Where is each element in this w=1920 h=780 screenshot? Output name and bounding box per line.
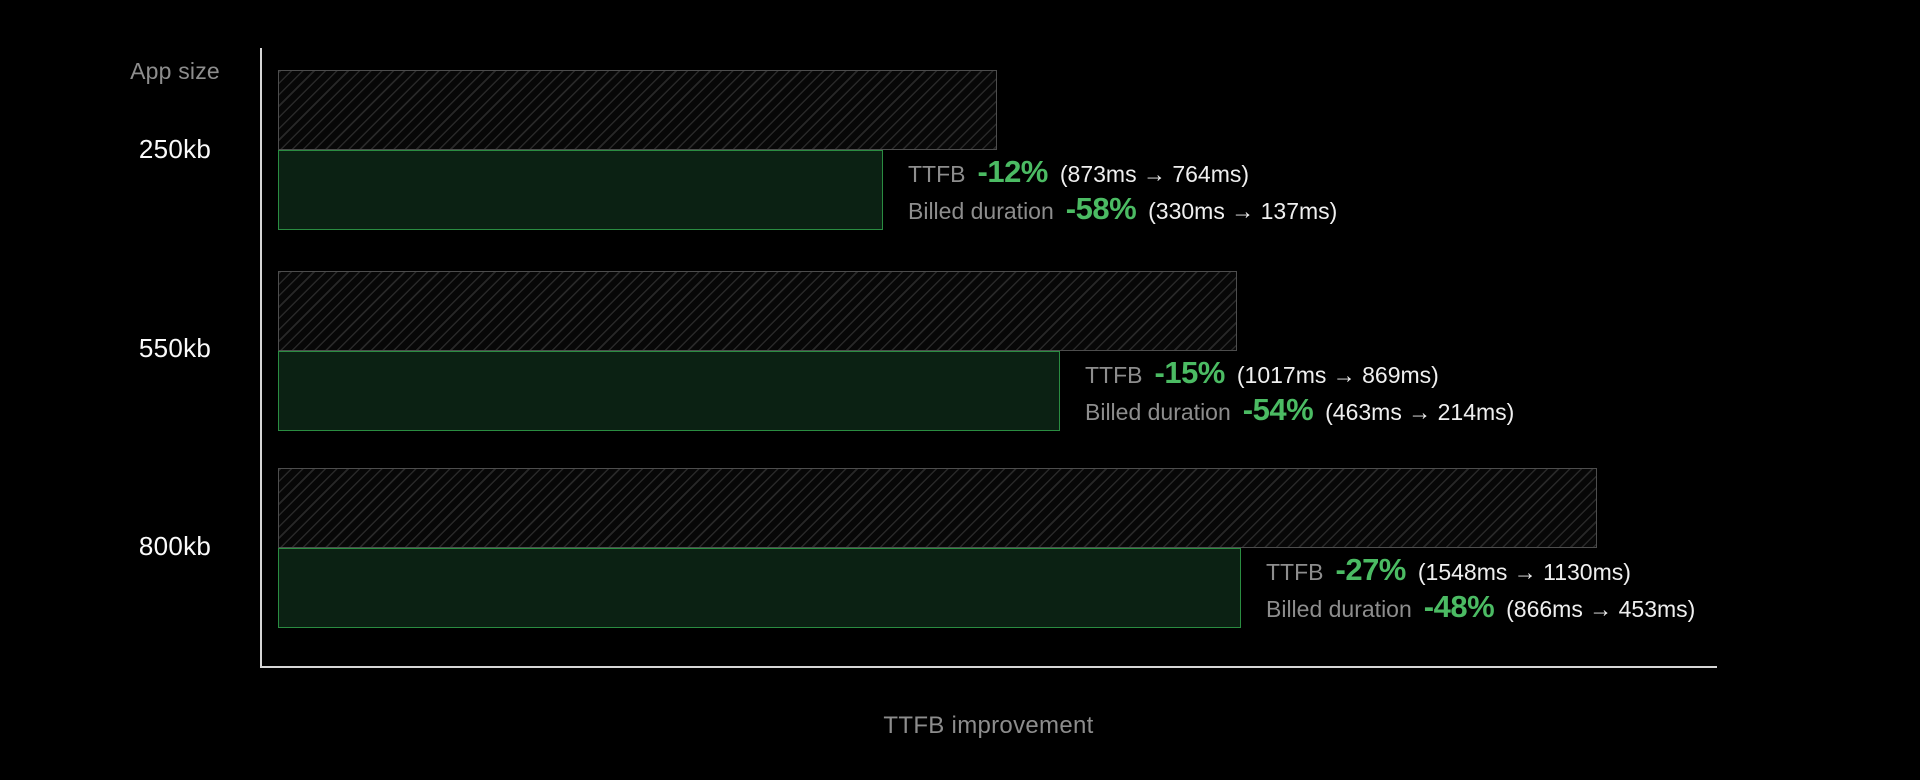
ttfb-percent: -27%: [1335, 552, 1407, 587]
y-axis-line: [260, 48, 262, 668]
ttfb-metric-label: TTFB: [1085, 362, 1143, 388]
bar-after-550kb: [278, 351, 1060, 431]
annotation-800kb: TTFB -27% (1548ms → 1130ms) Billed duratio…: [1266, 548, 1695, 625]
billed-percent: -54%: [1242, 392, 1314, 427]
billed-metric-label: Billed duration: [908, 198, 1054, 224]
bar-group-250kb: TTFB -12% (873ms → 764ms) Billed duration -…: [278, 70, 1337, 230]
bar-before-550kb: [278, 271, 1237, 351]
y-axis-title: App size: [130, 58, 220, 84]
billed-percent: -58%: [1065, 191, 1137, 226]
category-label-550kb: 550kb: [138, 333, 212, 363]
billed-line: Billed duration -54% (463ms → 214ms): [1085, 391, 1514, 428]
category-label-250kb: 250kb: [138, 134, 212, 164]
category-label-800kb: 800kb: [138, 531, 212, 561]
billed-detail: (866ms → 453ms): [1506, 596, 1696, 622]
bar-after-250kb: [278, 150, 883, 230]
bar-before-800kb: [278, 468, 1597, 548]
x-axis-title: TTFB improvement: [883, 712, 1094, 739]
ttfb-detail: (873ms → 764ms): [1059, 161, 1250, 187]
bar-before-250kb: [278, 70, 997, 150]
ttfb-line: TTFB -27% (1548ms → 1130ms): [1266, 551, 1695, 588]
bar-after-800kb: [278, 548, 1241, 628]
billed-metric-label: Billed duration: [1266, 596, 1412, 622]
ttfb-metric-label: TTFB: [1266, 559, 1324, 585]
bar-group-550kb: TTFB -15% (1017ms → 869ms) Billed duration…: [278, 271, 1514, 431]
x-axis-line: [260, 666, 1717, 668]
billed-line: Billed duration -58% (330ms → 137ms): [908, 190, 1337, 227]
billed-detail: (463ms → 214ms): [1325, 399, 1515, 425]
ttfb-line: TTFB -15% (1017ms → 869ms): [1085, 354, 1514, 391]
billed-percent: -48%: [1423, 589, 1495, 624]
bar-group-800kb: TTFB -27% (1548ms → 1130ms) Billed duratio…: [278, 468, 1695, 628]
billed-line: Billed duration -48% (866ms → 453ms): [1266, 588, 1695, 625]
ttfb-metric-label: TTFB: [908, 161, 966, 187]
ttfb-percent: -12%: [977, 154, 1049, 189]
annotation-250kb: TTFB -12% (873ms → 764ms) Billed duration -…: [908, 150, 1337, 227]
ttfb-detail: (1017ms → 869ms): [1236, 362, 1439, 388]
ttfb-percent: -15%: [1154, 355, 1226, 390]
annotation-550kb: TTFB -15% (1017ms → 869ms) Billed duration…: [1085, 351, 1514, 428]
billed-metric-label: Billed duration: [1085, 399, 1231, 425]
ttfb-line: TTFB -12% (873ms → 764ms): [908, 153, 1337, 190]
billed-detail: (330ms → 137ms): [1148, 198, 1338, 224]
ttfb-detail: (1548ms → 1130ms): [1417, 559, 1631, 585]
